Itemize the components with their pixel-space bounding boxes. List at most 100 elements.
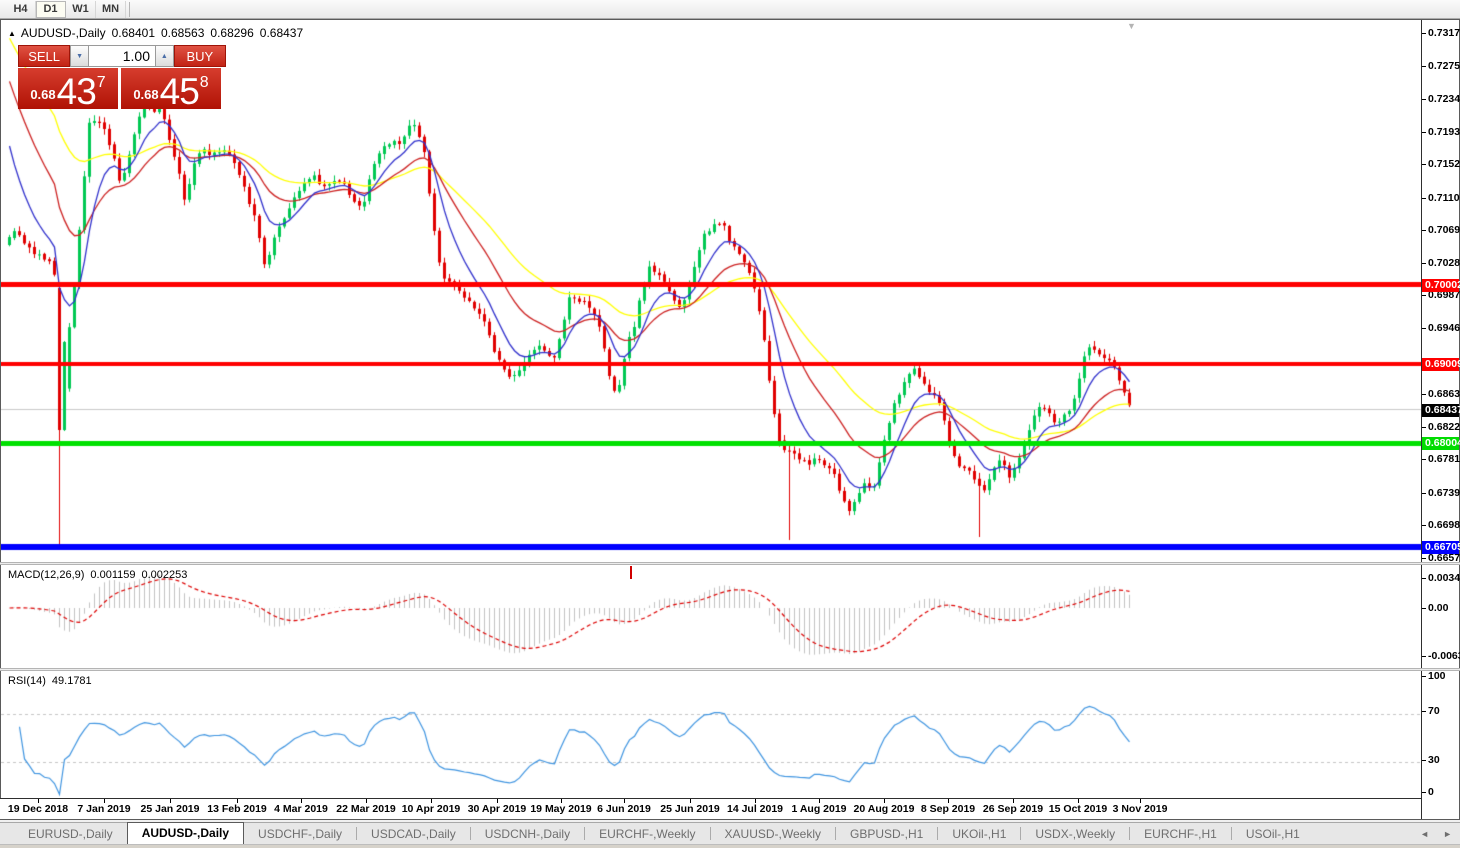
chart-tabs: EURUSD-,Daily AUDUSD-,Daily USDCHF-,Daily U…	[0, 822, 1460, 844]
date-axis-tick	[819, 799, 820, 803]
ohlc-low: 0.68296	[210, 26, 254, 40]
symbol-period-label: AUDUSD-,Daily	[20, 26, 106, 40]
macd-value-2: 0.002253	[141, 569, 188, 581]
volume-decrease-button[interactable]: ▼	[70, 45, 89, 67]
price-axis-tick	[1422, 33, 1426, 34]
volume-increase-button[interactable]: ▲	[155, 45, 174, 67]
sell-button[interactable]: SELL	[18, 45, 71, 67]
price-axis-tick	[1422, 295, 1426, 296]
tab-eurusd-daily[interactable]: EURUSD-,Daily	[28, 827, 113, 841]
date-axis-label: 30 Apr 2019	[467, 803, 527, 815]
date-axis-label: 20 Aug 2019	[853, 803, 915, 815]
macd-panel-canvas[interactable]	[1, 565, 1421, 668]
timeframe-toolbar: H4 D1 W1 MN	[0, 0, 1460, 19]
date-axis-label: 3 Nov 2019	[1112, 803, 1168, 815]
chart-title: ▲ AUDUSD-,Daily 0.68401 0.68563 0.68296 0.684…	[8, 26, 303, 40]
date-axis-label: 22 Mar 2019	[336, 803, 396, 815]
tab-ukoil-h1[interactable]: UKOil-,H1	[952, 827, 1007, 841]
tab-eurchf-h1[interactable]: EURCHF-,H1	[1144, 827, 1217, 841]
tab-separator	[709, 827, 711, 840]
timeframe-button-mn[interactable]: MN	[96, 1, 126, 18]
scroll-to-end-marker[interactable]: ▼	[1127, 21, 1136, 31]
macd-axis-label: 0.00	[1428, 602, 1449, 614]
date-axis-tick	[561, 799, 562, 803]
volume-input[interactable]	[89, 45, 155, 67]
tab-xauusd-weekly[interactable]: XAUUSD-,Weekly	[724, 827, 821, 841]
macd-axis-tick	[1422, 578, 1426, 579]
date-axis[interactable]: 19 Dec 2018 7 Jan 2019 25 Jan 2019 13 Feb 2…	[0, 798, 1421, 819]
price-tag: 0.69009	[1422, 357, 1460, 371]
rsi-panel-canvas[interactable]	[1, 671, 1421, 798]
price-axis-tick	[1422, 525, 1426, 526]
tab-separator	[835, 827, 836, 840]
timeframe-button-d1[interactable]: D1	[36, 1, 66, 18]
ohlc-open: 0.68401	[111, 26, 155, 40]
tab-separator	[584, 827, 586, 840]
tab-usdx-weekly[interactable]: USDX-,Weekly	[1035, 827, 1116, 841]
date-axis-label: 1 Aug 2019	[791, 803, 847, 815]
tab-usdcnh-daily[interactable]: USDCNH-,Daily	[484, 827, 571, 841]
macd-axis-label: 0.00349	[1428, 572, 1460, 584]
tab-eurchf-weekly[interactable]: EURCHF-,Weekly	[599, 827, 696, 841]
price-axis-tick	[1422, 263, 1426, 264]
macd-indicator-label: MACD(12,26,9) 0.001159 0.002253	[8, 569, 193, 581]
panel-splitter-macd[interactable]	[0, 562, 1460, 565]
date-axis-tick	[755, 799, 756, 803]
panel-splitter-rsi[interactable]	[0, 668, 1460, 671]
date-axis-tick	[497, 799, 498, 803]
rsi-axis-label: 70	[1428, 705, 1440, 717]
buy-button[interactable]: BUY	[173, 45, 226, 67]
collapse-triangle-icon[interactable]: ▲	[8, 29, 16, 38]
down-arrow-icon: ▼	[76, 52, 84, 60]
tab-scroll-left-button[interactable]: ◄	[1420, 829, 1430, 839]
sell-price-pip: 7	[96, 74, 106, 91]
tab-scroll-right-button[interactable]: ►	[1443, 829, 1452, 839]
rsi-indicator-label: RSI(14) 49.1781	[8, 675, 98, 687]
timeframe-button-w1[interactable]: W1	[66, 1, 96, 18]
date-axis-label: 19 May 2019	[530, 803, 592, 815]
timeframe-button-h4[interactable]: H4	[6, 1, 36, 18]
sell-price-display[interactable]: 0.68 43 7	[18, 68, 118, 112]
price-tag: 0.70002	[1422, 278, 1460, 292]
sell-price-big: 43	[56, 71, 97, 112]
tab-usoil-h1[interactable]: USOil-,H1	[1245, 827, 1300, 841]
date-axis-label: 26 Sep 2019	[982, 803, 1044, 815]
tab-separator	[1129, 827, 1131, 840]
date-axis-tick	[1078, 799, 1079, 803]
price-axis-tick	[1422, 164, 1426, 165]
date-axis-label: 25 Jun 2019	[660, 803, 720, 815]
rsi-axis-label: 100	[1428, 670, 1446, 682]
tab-usdchf-daily[interactable]: USDCHF-,Daily	[258, 827, 343, 841]
rsi-name: RSI(14)	[8, 675, 46, 687]
price-axis-tick	[1422, 198, 1426, 199]
date-axis-tick	[366, 799, 367, 803]
rsi-axis-tick	[1422, 676, 1426, 677]
buy-price-display[interactable]: 0.68 45 8	[121, 68, 221, 112]
date-axis-tick	[170, 799, 171, 803]
up-arrow-icon: ▲	[160, 52, 168, 60]
date-axis-label: 10 Apr 2019	[401, 803, 461, 815]
price-chart-canvas[interactable]	[1, 20, 1421, 562]
tab-separator	[937, 827, 939, 840]
date-axis-tick	[301, 799, 302, 803]
date-axis-label: 19 Dec 2018	[7, 803, 69, 815]
rsi-axis-tick	[1422, 760, 1426, 761]
price-axis-tick	[1422, 66, 1426, 67]
tab-usdcad-daily[interactable]: USDCAD-,Daily	[371, 827, 456, 841]
tab-audusd-daily[interactable]: AUDUSD-,Daily	[126, 822, 245, 844]
macd-axis-tick	[1422, 608, 1426, 609]
date-axis-tick	[237, 799, 238, 803]
tab-gbpusd-h1[interactable]: GBPUSD-,H1	[850, 827, 924, 841]
buy-price-big: 45	[159, 71, 200, 112]
date-axis-label: 4 Mar 2019	[274, 803, 328, 815]
